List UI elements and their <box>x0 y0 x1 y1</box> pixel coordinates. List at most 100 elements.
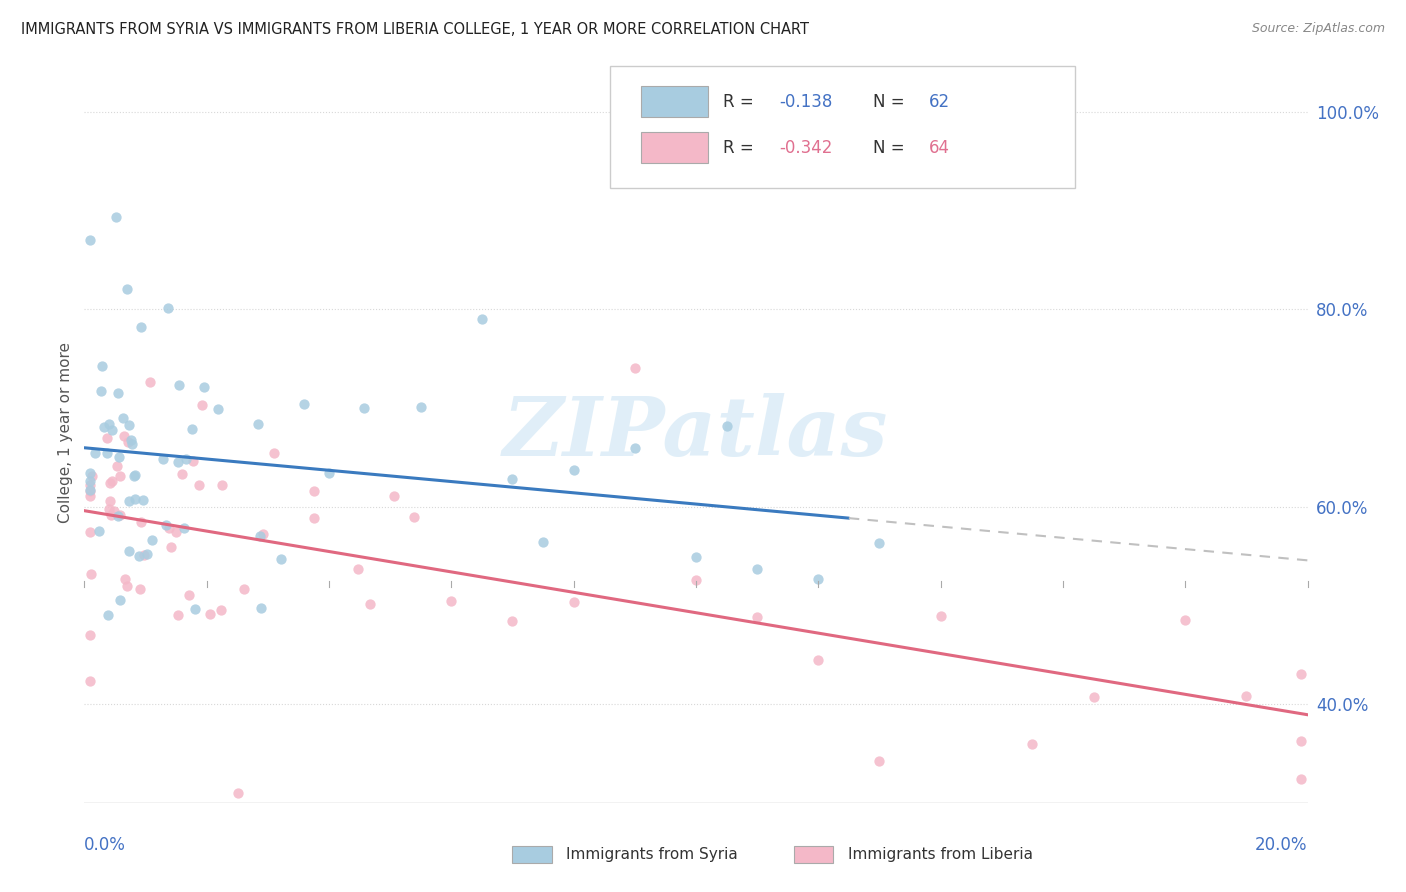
FancyBboxPatch shape <box>641 132 709 163</box>
Point <box>207 401 229 416</box>
Point <box>531 535 554 549</box>
Point <box>79 566 101 581</box>
Point <box>105 210 128 224</box>
Point <box>135 547 157 561</box>
Point <box>110 508 132 522</box>
Point <box>96 432 118 446</box>
Point <box>79 673 101 688</box>
Point <box>80 469 103 483</box>
Point <box>107 450 129 465</box>
Point <box>747 562 769 576</box>
Point <box>263 446 285 460</box>
Point <box>155 517 177 532</box>
Text: N =: N = <box>873 93 910 111</box>
Point <box>502 614 524 628</box>
Point <box>624 441 647 455</box>
Text: Source: ZipAtlas.com: Source: ZipAtlas.com <box>1251 22 1385 36</box>
Point <box>159 521 181 535</box>
Point <box>79 475 101 489</box>
Point <box>100 494 122 508</box>
Point <box>382 489 405 503</box>
FancyBboxPatch shape <box>513 847 551 863</box>
Point <box>152 452 174 467</box>
Point <box>79 628 101 642</box>
Point <box>562 463 585 477</box>
Point <box>103 504 125 518</box>
Text: -0.138: -0.138 <box>779 93 832 111</box>
Point <box>318 466 340 480</box>
FancyBboxPatch shape <box>641 87 709 117</box>
Point <box>353 401 375 415</box>
Point <box>101 423 124 437</box>
Point <box>869 754 891 768</box>
Point <box>97 607 120 622</box>
Point <box>232 582 254 596</box>
Point <box>359 597 381 611</box>
Point <box>166 455 188 469</box>
Point <box>138 376 160 390</box>
Point <box>114 572 136 586</box>
Point <box>108 592 131 607</box>
Point <box>129 515 152 529</box>
Point <box>502 472 524 486</box>
Point <box>270 552 292 566</box>
Point <box>165 525 187 540</box>
Point <box>252 527 274 541</box>
Point <box>1236 689 1258 703</box>
Point <box>174 451 197 466</box>
Point <box>121 437 143 451</box>
Point <box>117 493 139 508</box>
Point <box>91 359 114 374</box>
Point <box>187 478 209 492</box>
Point <box>209 602 232 616</box>
FancyBboxPatch shape <box>610 66 1076 188</box>
Point <box>929 608 952 623</box>
Point <box>108 468 131 483</box>
Point <box>747 610 769 624</box>
Point <box>249 601 271 615</box>
Point <box>83 446 105 460</box>
Point <box>184 601 207 615</box>
Point <box>100 474 122 488</box>
Point <box>346 562 368 576</box>
Point <box>79 478 101 492</box>
Point <box>115 579 138 593</box>
Point <box>90 384 112 399</box>
Point <box>807 572 830 586</box>
Point <box>685 549 707 564</box>
Text: R =: R = <box>723 138 759 157</box>
Point <box>128 549 150 564</box>
Point <box>409 400 432 414</box>
Point <box>79 466 101 480</box>
Point <box>96 446 118 460</box>
Point <box>98 502 121 516</box>
Point <box>79 484 101 499</box>
Point <box>247 417 270 432</box>
Point <box>1291 734 1313 748</box>
Y-axis label: College, 1 year or more: College, 1 year or more <box>58 343 73 523</box>
Point <box>193 379 215 393</box>
Text: R =: R = <box>723 93 759 111</box>
Text: N =: N = <box>873 138 910 157</box>
Point <box>440 594 463 608</box>
Point <box>79 233 101 247</box>
Text: ZIPatlas: ZIPatlas <box>503 392 889 473</box>
Point <box>112 411 135 425</box>
Point <box>294 397 316 411</box>
Point <box>105 459 128 474</box>
Point <box>869 536 891 550</box>
Point <box>117 435 139 450</box>
Text: IMMIGRANTS FROM SYRIA VS IMMIGRANTS FROM LIBERIA COLLEGE, 1 YEAR OR MORE CORRELA: IMMIGRANTS FROM SYRIA VS IMMIGRANTS FROM… <box>21 22 808 37</box>
Point <box>562 595 585 609</box>
Point <box>177 588 200 602</box>
Point <box>180 422 202 436</box>
Point <box>167 378 190 392</box>
FancyBboxPatch shape <box>794 847 832 863</box>
Point <box>134 548 156 562</box>
Point <box>249 529 271 543</box>
Text: -0.342: -0.342 <box>779 138 832 157</box>
Point <box>302 484 325 499</box>
Point <box>115 283 138 297</box>
Point <box>129 320 152 334</box>
Point <box>200 607 222 621</box>
